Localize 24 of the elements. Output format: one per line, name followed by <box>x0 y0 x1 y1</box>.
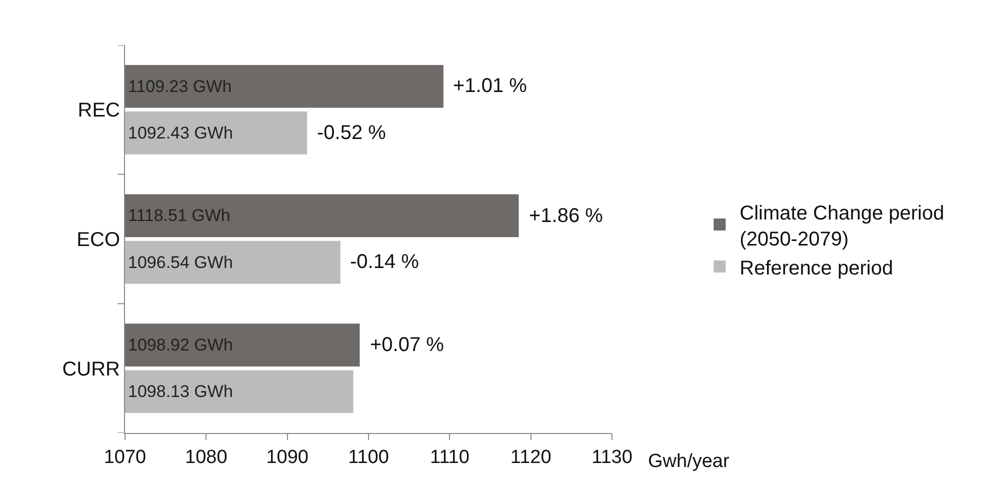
annotation: -0.14 % <box>350 251 420 273</box>
annotation: -0.52 % <box>317 122 386 144</box>
data-label: 1118.51 GWh <box>128 206 230 226</box>
x-axis-title: Gwh/year <box>648 451 730 472</box>
x-tick-label: 1090 <box>266 446 308 468</box>
annotation: +1.01 % <box>453 75 528 97</box>
x-tick-label: 1070 <box>104 446 146 468</box>
data-label: 1096.54 GWh <box>128 252 233 272</box>
x-tick-label: 1110 <box>430 446 470 468</box>
x-tick-label: 1080 <box>185 446 228 468</box>
y-tick-label: REC <box>78 100 120 122</box>
legend-label: Reference period <box>740 257 894 280</box>
x-tick-label: 1120 <box>510 446 552 468</box>
y-tick-label: CURR <box>62 358 120 380</box>
data-label: 1098.13 GWh <box>128 382 233 402</box>
x-tick-label: 1130 <box>592 446 632 468</box>
annotation: +0.07 % <box>370 334 444 356</box>
data-label: 1109.23 GWh <box>128 76 232 96</box>
x-tick-label: 1100 <box>348 446 389 468</box>
data-label: 1098.92 GWh <box>128 336 233 355</box>
data-label: 1092.43 GWh <box>128 123 233 142</box>
annotation: +1.86 % <box>529 205 604 227</box>
y-tick-label: ECO <box>76 229 120 251</box>
legend-label: Climate Change period (2050-2079) <box>740 202 944 250</box>
